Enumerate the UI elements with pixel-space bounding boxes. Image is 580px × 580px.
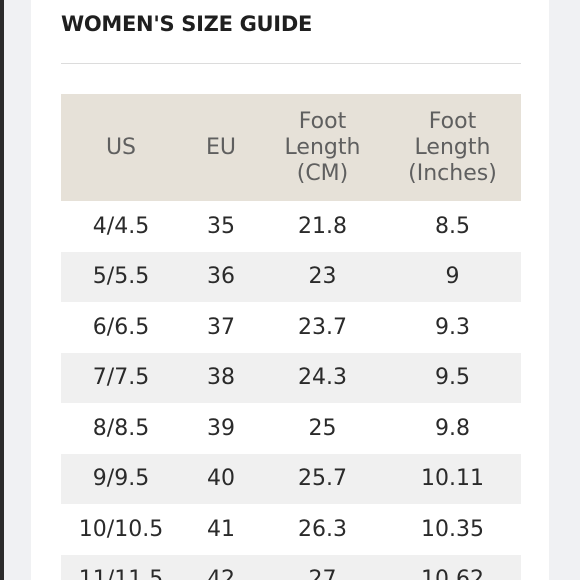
cell-cm: 25.7 — [261, 453, 384, 504]
cell-cm: 25 — [308, 415, 337, 441]
header-in-line-1: Foot — [428, 108, 477, 134]
cell-us: 10/10.5 — [78, 516, 164, 542]
header-cm-line-2: Length — [284, 134, 361, 160]
size-table: US EU Foot Length (CM) Foot Length (Inch… — [61, 94, 521, 580]
table-header-row: US EU Foot Length (CM) Foot Length (Inch… — [61, 94, 521, 201]
cell-us: 11/11.5 — [61, 554, 181, 580]
cell-us: 9/9.5 — [61, 453, 181, 504]
page-title: WOMEN'S SIZE GUIDE — [61, 12, 312, 36]
cell-eu: 38 — [181, 352, 261, 403]
cell-eu: 36 — [181, 251, 261, 302]
cell-eu: 41 — [207, 516, 235, 542]
header-eu-line: EU — [205, 134, 236, 160]
cell-cm: 27 — [261, 554, 384, 580]
cell-cm: 24.3 — [261, 352, 384, 403]
cell-us: 7/7.5 — [61, 352, 181, 403]
table-row: 6/6.5 37 23.7 9.3 — [61, 302, 521, 353]
cell-us: 6/6.5 — [92, 314, 150, 340]
table-row: 7/7.5 38 24.3 9.5 — [61, 352, 521, 403]
cell-inches: 10.62 — [384, 554, 521, 580]
header-cm-line-3: (CM) — [296, 160, 349, 186]
title-divider — [61, 63, 521, 64]
table-row: 5/5.5 36 23 9 — [61, 251, 521, 302]
header-cm-line-1: Foot — [298, 108, 347, 134]
table-row: 4/4.5 35 21.8 8.5 — [61, 201, 521, 252]
table-row: 11/11.5 42 27 10.62 — [61, 554, 521, 580]
size-guide-panel: WOMEN'S SIZE GUIDE US EU Foot Length — [31, 0, 549, 580]
cell-eu: 42 — [181, 554, 261, 580]
cell-cm: 26.3 — [298, 516, 347, 542]
header-foot-length-inches: Foot Length (Inches) — [384, 94, 521, 201]
left-edge-border — [0, 0, 4, 580]
cell-us: 4/4.5 — [92, 213, 150, 239]
cell-inches: 10.11 — [384, 453, 521, 504]
cell-eu: 40 — [181, 453, 261, 504]
cell-cm: 23 — [261, 251, 384, 302]
cell-inches: 10.35 — [421, 516, 484, 542]
table-row: 9/9.5 40 25.7 10.11 — [61, 453, 521, 504]
table-row: 8/8.5 39 25 9.8 — [61, 403, 521, 454]
header-us-line: US — [105, 134, 137, 160]
cell-us: 5/5.5 — [61, 251, 181, 302]
cell-us: 8/8.5 — [92, 415, 150, 441]
cell-inches: 9.5 — [384, 352, 521, 403]
cell-inches: 9.3 — [435, 314, 470, 340]
cell-inches: 8.5 — [435, 213, 470, 239]
header-eu: EU — [181, 94, 261, 201]
header-us: US — [61, 94, 181, 201]
cell-eu: 39 — [207, 415, 235, 441]
cell-cm: 23.7 — [298, 314, 347, 340]
cell-cm: 21.8 — [298, 213, 347, 239]
header-foot-length-cm: Foot Length (CM) — [261, 94, 384, 201]
cell-eu: 35 — [207, 213, 235, 239]
cell-inches: 9 — [384, 251, 521, 302]
header-in-line-2: Length — [414, 134, 491, 160]
cell-eu: 37 — [207, 314, 235, 340]
cell-inches: 9.8 — [435, 415, 470, 441]
table-row: 10/10.5 41 26.3 10.35 — [61, 504, 521, 555]
header-in-line-3: (Inches) — [408, 160, 497, 186]
